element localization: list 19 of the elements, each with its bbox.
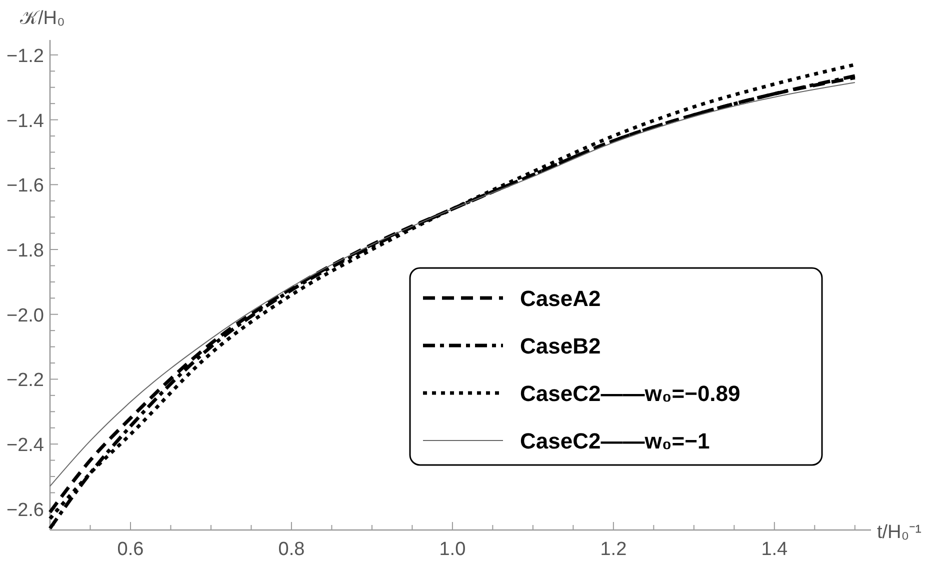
y-tick-label: −1.4 [6,110,44,132]
legend-label: CaseB2 [520,334,601,358]
y-axis-title: 𝒦/H₀ [20,8,65,29]
y-tick-label: −2.2 [6,370,44,392]
x-tick-label: 1.0 [439,539,466,560]
y-tick-label: −2.4 [6,435,44,456]
x-axis-title: t/H₀⁻¹ [877,522,922,543]
legend-label: CaseC2——w₀=−1 [520,428,710,454]
y-tick-label: −1.2 [6,46,44,67]
legend-label: CaseA2 [520,286,601,311]
y-tick-label: −2.6 [6,500,44,521]
legend-label: CaseC2——w₀=−0.89 [520,381,740,406]
y-tick-label: −2.0 [6,305,44,326]
y-tick-label: −1.8 [6,240,44,262]
x-tick-label: 0.8 [278,539,305,560]
x-tick-label: 1.4 [761,539,788,560]
x-tick-label: 0.6 [117,539,144,560]
y-tick-label: −1.6 [6,176,44,197]
x-tick-label: 1.2 [600,539,627,560]
